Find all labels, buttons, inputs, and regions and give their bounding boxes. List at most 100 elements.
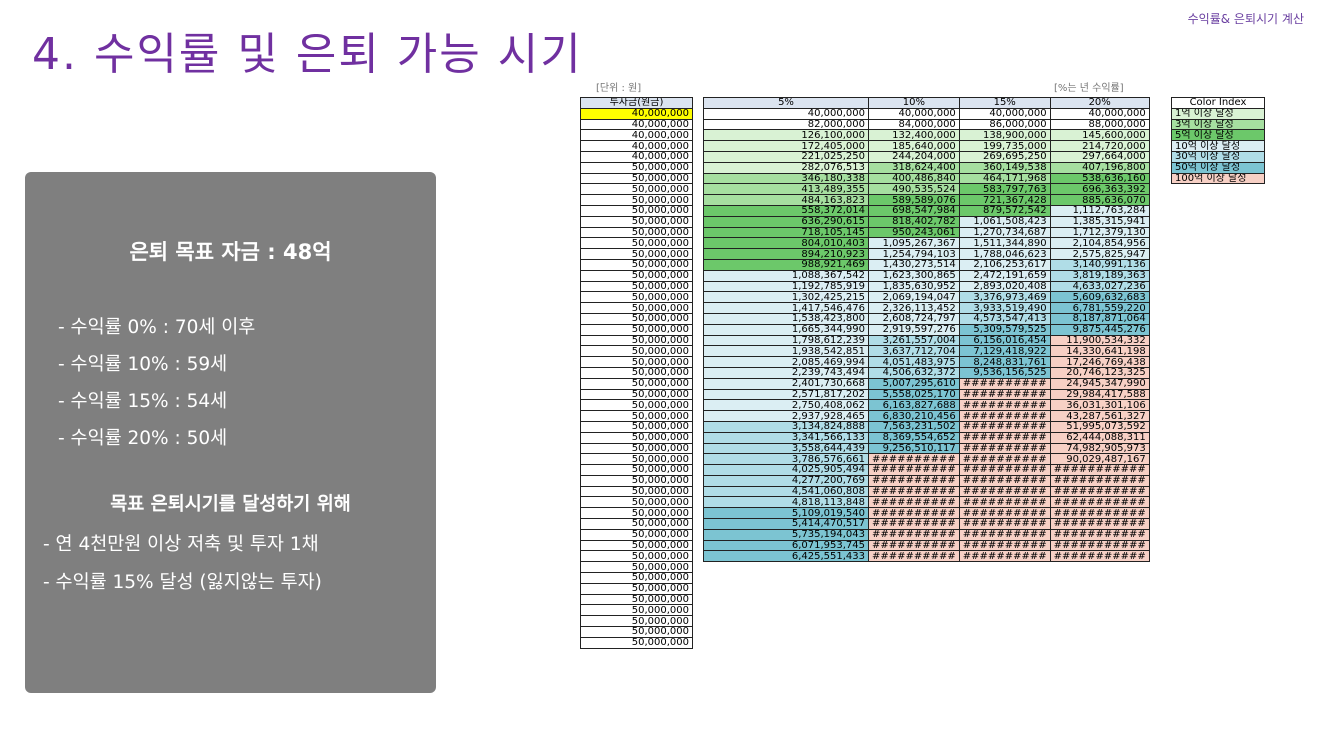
returns-cell[interactable]: 490,535,524 — [868, 183, 960, 196]
investment-cell[interactable]: 50,000,000 — [580, 636, 693, 649]
returns-cell[interactable]: 5,735,194,043 — [703, 528, 869, 541]
investment-cell[interactable]: 50,000,000 — [580, 539, 693, 552]
returns-cell[interactable]: 698,547,984 — [868, 204, 960, 217]
returns-cell[interactable]: 413,489,355 — [703, 183, 869, 196]
investment-cell[interactable]: 50,000,000 — [580, 485, 693, 498]
returns-cell[interactable]: 6,071,953,745 — [703, 539, 869, 552]
investment-cell[interactable]: 50,000,000 — [580, 474, 693, 487]
returns-cell[interactable]: 360,149,538 — [958, 161, 1051, 174]
returns-cell[interactable]: ########## — [958, 410, 1051, 422]
returns-cell[interactable]: 4,818,113,848 — [703, 496, 869, 509]
returns-cell[interactable]: 1,938,542,851 — [703, 345, 869, 358]
investment-cell[interactable]: 50,000,000 — [580, 399, 693, 412]
returns-cell[interactable]: ########### — [1049, 550, 1150, 563]
returns-cell[interactable]: 185,640,000 — [868, 140, 960, 152]
returns-cell[interactable]: ########## — [958, 528, 1051, 541]
returns-cell[interactable]: ########## — [958, 442, 1051, 455]
returns-cell[interactable]: 88,000,000 — [1049, 118, 1150, 131]
returns-cell[interactable]: 2,239,743,494 — [703, 366, 869, 379]
returns-cell[interactable]: 1,538,423,800 — [703, 312, 869, 325]
returns-cell[interactable]: 172,405,000 — [703, 140, 869, 152]
returns-cell[interactable]: 400,486,840 — [868, 172, 960, 185]
returns-cell[interactable]: 6,425,551,433 — [703, 550, 869, 563]
returns-cell[interactable]: ########## — [958, 420, 1051, 433]
returns-cell[interactable]: ########### — [1049, 464, 1150, 476]
returns-cell[interactable]: 138,900,000 — [958, 129, 1051, 142]
returns-cell[interactable]: 17,246,769,438 — [1049, 356, 1150, 368]
investment-cell[interactable]: 50,000,000 — [580, 258, 693, 271]
returns-cell[interactable]: 558,372,014 — [703, 204, 869, 217]
returns-cell[interactable]: 132,400,000 — [868, 129, 960, 142]
returns-cell[interactable]: 2,750,408,062 — [703, 399, 869, 412]
returns-cell[interactable]: 885,636,070 — [1049, 194, 1150, 206]
investment-cell[interactable]: 50,000,000 — [580, 377, 693, 390]
investment-cell[interactable]: 50,000,000 — [580, 593, 693, 606]
returns-cell[interactable]: 7,129,418,922 — [958, 345, 1051, 358]
returns-cell[interactable]: 5,309,579,525 — [958, 323, 1051, 336]
investment-cell[interactable]: 40,000,000 — [580, 129, 693, 142]
returns-cell[interactable]: 988,921,469 — [703, 258, 869, 271]
returns-cell[interactable]: 2,069,194,047 — [868, 291, 960, 304]
returns-cell[interactable]: ########### — [1049, 496, 1150, 509]
returns-cell[interactable]: 484,163,823 — [703, 194, 869, 206]
returns-cell[interactable]: 1,417,546,476 — [703, 302, 869, 314]
returns-cell[interactable]: 2,472,191,659 — [958, 269, 1051, 282]
returns-cell[interactable]: 5,558,025,170 — [868, 388, 960, 401]
returns-cell[interactable]: 804,010,403 — [703, 237, 869, 250]
returns-cell[interactable]: 1,430,273,514 — [868, 258, 960, 271]
returns-cell[interactable]: ########## — [958, 485, 1051, 498]
returns-cell[interactable]: 9,536,156,525 — [958, 366, 1051, 379]
returns-cell[interactable]: 4,051,483,975 — [868, 356, 960, 368]
investment-cell[interactable]: 50,000,000 — [580, 528, 693, 541]
returns-cell[interactable]: ########## — [868, 539, 960, 552]
returns-cell[interactable]: 3,134,824,888 — [703, 420, 869, 433]
returns-cell[interactable]: ########## — [868, 485, 960, 498]
returns-cell[interactable]: ########### — [1049, 474, 1150, 487]
returns-cell[interactable]: 1,788,046,623 — [958, 248, 1051, 260]
returns-cell[interactable]: 3,933,519,490 — [958, 302, 1051, 314]
returns-cell[interactable]: 4,277,200,769 — [703, 474, 869, 487]
returns-cell[interactable]: 721,367,428 — [958, 194, 1051, 206]
investment-cell[interactable]: 50,000,000 — [580, 496, 693, 509]
returns-cell[interactable]: 6,830,210,456 — [868, 410, 960, 422]
returns-cell[interactable]: 8,187,871,064 — [1049, 312, 1150, 325]
returns-cell[interactable]: 318,624,400 — [868, 161, 960, 174]
returns-cell[interactable]: 2,919,597,276 — [868, 323, 960, 336]
returns-cell[interactable]: 4,573,547,413 — [958, 312, 1051, 325]
returns-cell[interactable]: 1,712,379,130 — [1049, 226, 1150, 239]
investment-cell[interactable]: 50,000,000 — [580, 615, 693, 628]
returns-cell[interactable]: 40,000,000 — [1049, 107, 1150, 120]
returns-cell[interactable]: 407,196,800 — [1049, 161, 1150, 174]
returns-cell[interactable]: 6,163,827,688 — [868, 399, 960, 412]
returns-cell[interactable]: 11,900,534,332 — [1049, 334, 1150, 347]
investment-cell[interactable]: 50,000,000 — [580, 431, 693, 444]
investment-cell[interactable]: 50,000,000 — [580, 550, 693, 563]
returns-cell[interactable]: 3,376,973,469 — [958, 291, 1051, 304]
returns-cell[interactable]: 2,571,817,202 — [703, 388, 869, 401]
returns-cell[interactable]: 244,204,000 — [868, 150, 960, 163]
investment-cell[interactable]: 50,000,000 — [580, 626, 693, 638]
returns-cell[interactable]: ########## — [958, 507, 1051, 520]
investment-cell[interactable]: 50,000,000 — [580, 237, 693, 250]
returns-cell[interactable]: 86,000,000 — [958, 118, 1051, 131]
investment-cell[interactable]: 50,000,000 — [580, 215, 693, 228]
investment-cell[interactable]: 50,000,000 — [580, 248, 693, 260]
returns-cell[interactable]: 718,105,145 — [703, 226, 869, 239]
returns-cell[interactable]: ########## — [958, 518, 1051, 530]
returns-cell[interactable]: 2,104,854,956 — [1049, 237, 1150, 250]
investment-cell[interactable]: 50,000,000 — [580, 410, 693, 422]
returns-cell[interactable]: 950,243,061 — [868, 226, 960, 239]
returns-cell[interactable]: 7,563,231,502 — [868, 420, 960, 433]
investment-cell[interactable]: 50,000,000 — [580, 356, 693, 368]
returns-cell[interactable]: ########## — [958, 550, 1051, 563]
returns-cell[interactable]: 894,210,923 — [703, 248, 869, 260]
investment-cell[interactable]: 50,000,000 — [580, 323, 693, 336]
returns-cell[interactable]: ########## — [868, 496, 960, 509]
returns-cell[interactable]: 1,511,344,890 — [958, 237, 1051, 250]
returns-cell[interactable]: ########### — [1049, 485, 1150, 498]
returns-cell[interactable]: 1,112,763,284 — [1049, 204, 1150, 217]
returns-cell[interactable]: 4,541,060,808 — [703, 485, 869, 498]
returns-cell[interactable]: 538,636,160 — [1049, 172, 1150, 185]
investment-cell[interactable]: 50,000,000 — [580, 291, 693, 304]
returns-cell[interactable]: 1,385,315,941 — [1049, 215, 1150, 228]
